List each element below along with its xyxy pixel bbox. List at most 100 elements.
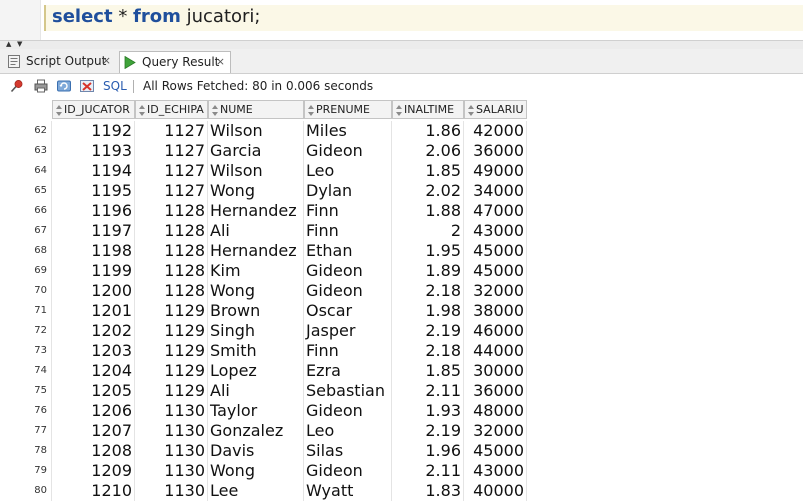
cell-nume[interactable]: Smith bbox=[208, 341, 304, 361]
cell-id-jucator[interactable]: 1200 bbox=[52, 281, 135, 301]
cell-prenume[interactable]: Ezra bbox=[304, 361, 392, 381]
cell-inaltime[interactable]: 2.18 bbox=[392, 341, 464, 361]
cell-salariu[interactable]: 48000 bbox=[464, 401, 527, 421]
cell-nume[interactable]: Wong bbox=[208, 461, 304, 481]
cell-salariu[interactable]: 36000 bbox=[464, 381, 527, 401]
cell-id-echipa[interactable]: 1128 bbox=[135, 201, 208, 221]
cell-salariu[interactable]: 40000 bbox=[464, 481, 527, 501]
cell-nume[interactable]: Hernandez bbox=[208, 241, 304, 261]
cell-nume[interactable]: Brown bbox=[208, 301, 304, 321]
cell-prenume[interactable]: Leo bbox=[304, 421, 392, 441]
sort-icon[interactable] bbox=[56, 105, 62, 116]
cell-salariu[interactable]: 32000 bbox=[464, 421, 527, 441]
cell-id-jucator[interactable]: 1196 bbox=[52, 201, 135, 221]
table-row[interactable]: 66 1196 1128 Hernandez Finn 1.88 47000 bbox=[0, 201, 527, 221]
cell-prenume[interactable]: Gideon bbox=[304, 461, 392, 481]
cell-id-jucator[interactable]: 1203 bbox=[52, 341, 135, 361]
splitter-collapse-down-icon[interactable]: ▼ bbox=[17, 40, 23, 48]
cell-nume[interactable]: Wilson bbox=[208, 161, 304, 181]
results-grid[interactable]: ID_JUCATOR ID_ECHIPA NUME PRENUME INALTIME SA… bbox=[0, 100, 803, 504]
cell-id-echipa[interactable]: 1129 bbox=[135, 341, 208, 361]
splitter-collapse-up-icon[interactable]: ▲ bbox=[6, 40, 12, 48]
cell-id-jucator[interactable]: 1209 bbox=[52, 461, 135, 481]
cell-salariu[interactable]: 34000 bbox=[464, 181, 527, 201]
cell-prenume[interactable]: Dylan bbox=[304, 181, 392, 201]
cell-prenume[interactable]: Jasper bbox=[304, 321, 392, 341]
cell-inaltime[interactable]: 1.88 bbox=[392, 201, 464, 221]
cell-salariu[interactable]: 43000 bbox=[464, 461, 527, 481]
cell-salariu[interactable]: 46000 bbox=[464, 321, 527, 341]
cell-prenume[interactable]: Gideon bbox=[304, 281, 392, 301]
tab-query-result-close-icon[interactable]: × bbox=[215, 55, 225, 68]
cell-inaltime[interactable]: 2 bbox=[392, 221, 464, 241]
cell-nume[interactable]: Taylor bbox=[208, 401, 304, 421]
cell-inaltime[interactable]: 2.11 bbox=[392, 461, 464, 481]
table-row[interactable]: 65 1195 1127 Wong Dylan 2.02 34000 bbox=[0, 181, 527, 201]
table-row[interactable]: 73 1203 1129 Smith Finn 2.18 44000 bbox=[0, 341, 527, 361]
table-row[interactable]: 77 1207 1130 Gonzalez Leo 2.19 32000 bbox=[0, 421, 527, 441]
refresh-icon[interactable] bbox=[57, 79, 71, 93]
table-row[interactable]: 76 1206 1130 Taylor Gideon 1.93 48000 bbox=[0, 401, 527, 421]
cell-salariu[interactable]: 43000 bbox=[464, 221, 527, 241]
cell-id-echipa[interactable]: 1129 bbox=[135, 381, 208, 401]
cell-id-echipa[interactable]: 1127 bbox=[135, 181, 208, 201]
cell-prenume[interactable]: Finn bbox=[304, 221, 392, 241]
cell-id-echipa[interactable]: 1127 bbox=[135, 141, 208, 161]
table-row[interactable]: 62 1192 1127 Wilson Miles 1.86 42000 bbox=[0, 121, 527, 141]
cell-prenume[interactable]: Miles bbox=[304, 121, 392, 141]
cell-inaltime[interactable]: 1.89 bbox=[392, 261, 464, 281]
cell-salariu[interactable]: 32000 bbox=[464, 281, 527, 301]
sql-statement[interactable]: select * from jucatori; bbox=[52, 6, 261, 27]
cell-inaltime[interactable]: 1.85 bbox=[392, 361, 464, 381]
table-row[interactable]: 71 1201 1129 Brown Oscar 1.98 38000 bbox=[0, 301, 527, 321]
cell-id-jucator[interactable]: 1202 bbox=[52, 321, 135, 341]
cell-id-echipa[interactable]: 1128 bbox=[135, 241, 208, 261]
cell-salariu[interactable]: 30000 bbox=[464, 361, 527, 381]
table-row[interactable]: 74 1204 1129 Lopez Ezra 1.85 30000 bbox=[0, 361, 527, 381]
sql-button[interactable]: SQL bbox=[103, 79, 127, 93]
cell-id-jucator[interactable]: 1208 bbox=[52, 441, 135, 461]
cell-id-echipa[interactable]: 1130 bbox=[135, 421, 208, 441]
cell-id-jucator[interactable]: 1204 bbox=[52, 361, 135, 381]
cell-prenume[interactable]: Gideon bbox=[304, 261, 392, 281]
column-header-nume[interactable]: NUME bbox=[208, 100, 304, 119]
panel-splitter[interactable] bbox=[0, 40, 803, 50]
cell-id-echipa[interactable]: 1128 bbox=[135, 281, 208, 301]
cell-inaltime[interactable]: 1.96 bbox=[392, 441, 464, 461]
cell-nume[interactable]: Davis bbox=[208, 441, 304, 461]
cell-id-jucator[interactable]: 1205 bbox=[52, 381, 135, 401]
sort-icon[interactable] bbox=[468, 105, 474, 116]
cell-nume[interactable]: Wilson bbox=[208, 121, 304, 141]
cell-prenume[interactable]: Wyatt bbox=[304, 481, 392, 501]
cell-id-echipa[interactable]: 1129 bbox=[135, 321, 208, 341]
cell-prenume[interactable]: Finn bbox=[304, 201, 392, 221]
table-row[interactable]: 72 1202 1129 Singh Jasper 2.19 46000 bbox=[0, 321, 527, 341]
cell-id-jucator[interactable]: 1197 bbox=[52, 221, 135, 241]
cell-nume[interactable]: Garcia bbox=[208, 141, 304, 161]
cell-inaltime[interactable]: 2.06 bbox=[392, 141, 464, 161]
cell-inaltime[interactable]: 1.83 bbox=[392, 481, 464, 501]
cell-id-jucator[interactable]: 1193 bbox=[52, 141, 135, 161]
sort-icon[interactable] bbox=[212, 105, 218, 116]
pin-icon[interactable] bbox=[10, 79, 24, 93]
cell-id-jucator[interactable]: 1207 bbox=[52, 421, 135, 441]
cell-prenume[interactable]: Gideon bbox=[304, 401, 392, 421]
cancel-fetch-icon[interactable] bbox=[80, 79, 94, 93]
cell-id-echipa[interactable]: 1128 bbox=[135, 221, 208, 241]
cell-salariu[interactable]: 42000 bbox=[464, 121, 527, 141]
cell-inaltime[interactable]: 1.85 bbox=[392, 161, 464, 181]
cell-id-jucator[interactable]: 1194 bbox=[52, 161, 135, 181]
cell-prenume[interactable]: Leo bbox=[304, 161, 392, 181]
cell-inaltime[interactable]: 2.19 bbox=[392, 421, 464, 441]
cell-salariu[interactable]: 45000 bbox=[464, 241, 527, 261]
column-header-id-echipa[interactable]: ID_ECHIPA bbox=[135, 100, 208, 119]
cell-inaltime[interactable]: 1.98 bbox=[392, 301, 464, 321]
table-row[interactable]: 63 1193 1127 Garcia Gideon 2.06 36000 bbox=[0, 141, 527, 161]
cell-id-echipa[interactable]: 1130 bbox=[135, 481, 208, 501]
cell-id-echipa[interactable]: 1130 bbox=[135, 401, 208, 421]
table-row[interactable]: 68 1198 1128 Hernandez Ethan 1.95 45000 bbox=[0, 241, 527, 261]
tab-script-output-close-icon[interactable]: × bbox=[101, 54, 111, 67]
table-row[interactable]: 67 1197 1128 Ali Finn 2 43000 bbox=[0, 221, 527, 241]
sort-icon[interactable] bbox=[396, 105, 402, 116]
sort-icon[interactable] bbox=[308, 105, 314, 116]
